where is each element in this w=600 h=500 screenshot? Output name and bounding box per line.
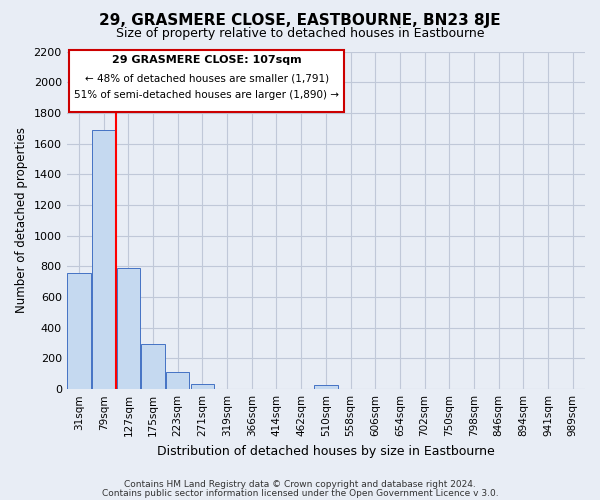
- Bar: [191, 384, 214, 389]
- Text: 29 GRASMERE CLOSE: 107sqm: 29 GRASMERE CLOSE: 107sqm: [112, 55, 301, 65]
- Text: 51% of semi-detached houses are larger (1,890) →: 51% of semi-detached houses are larger (…: [74, 90, 339, 101]
- Text: Contains public sector information licensed under the Open Government Licence v : Contains public sector information licen…: [101, 488, 499, 498]
- Text: Size of property relative to detached houses in Eastbourne: Size of property relative to detached ho…: [116, 28, 484, 40]
- Text: Contains HM Land Registry data © Crown copyright and database right 2024.: Contains HM Land Registry data © Crown c…: [124, 480, 476, 489]
- Text: ← 48% of detached houses are smaller (1,791): ← 48% of detached houses are smaller (1,…: [85, 74, 329, 84]
- X-axis label: Distribution of detached houses by size in Eastbourne: Distribution of detached houses by size …: [157, 444, 495, 458]
- Bar: [67, 272, 91, 389]
- Text: 29, GRASMERE CLOSE, EASTBOURNE, BN23 8JE: 29, GRASMERE CLOSE, EASTBOURNE, BN23 8JE: [99, 12, 501, 28]
- Bar: [314, 386, 338, 389]
- FancyBboxPatch shape: [69, 50, 344, 112]
- Bar: [166, 372, 190, 389]
- Y-axis label: Number of detached properties: Number of detached properties: [15, 128, 28, 314]
- Bar: [116, 268, 140, 389]
- Bar: [142, 344, 165, 389]
- Bar: [92, 130, 115, 389]
